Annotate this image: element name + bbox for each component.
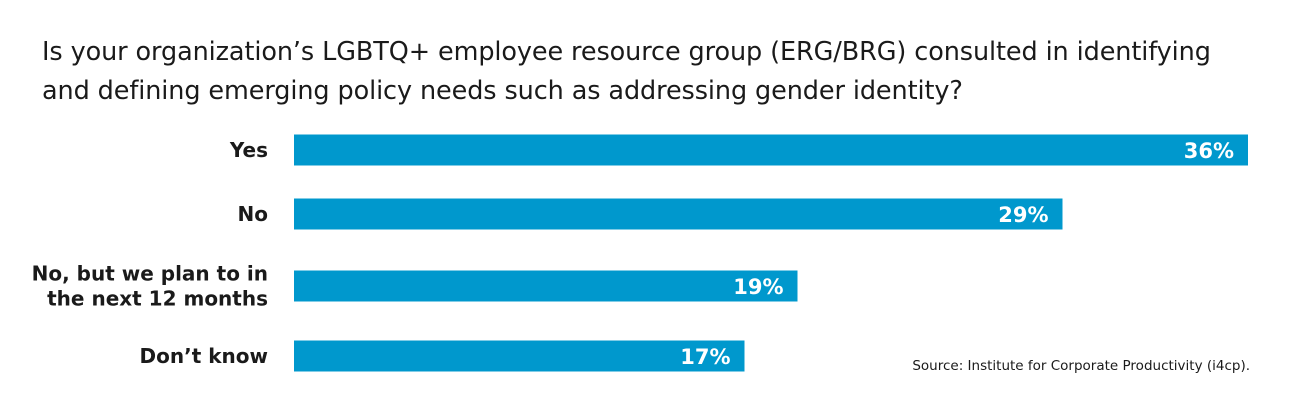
category-label-line: No [238, 202, 268, 226]
category-label-line: Don’t know [140, 344, 268, 368]
bar-value-label-1: 29% [998, 203, 1048, 227]
bar-value-label-3: 17% [680, 345, 730, 369]
category-label-0: Yes [229, 138, 268, 162]
bar-value-label-0: 36% [1184, 139, 1234, 163]
chart-title: Is your organization’s LGBTQ+ employee r… [42, 37, 1211, 106]
bar-value-label-2: 19% [733, 275, 783, 299]
source-note: Source: Institute for Corporate Producti… [912, 358, 1250, 374]
category-label-line: No, but we plan to in [32, 262, 268, 286]
bar-2 [294, 270, 798, 302]
category-label-line: the next 12 months [47, 287, 268, 311]
bar-1 [294, 198, 1063, 230]
bar-0 [294, 134, 1248, 166]
category-label-2: No, but we plan to in the next 12 months [32, 262, 268, 311]
category-label-line: Yes [229, 138, 268, 162]
category-label-1: No [238, 202, 268, 226]
category-label-3: Don’t know [140, 344, 268, 368]
bar-3 [294, 340, 745, 372]
